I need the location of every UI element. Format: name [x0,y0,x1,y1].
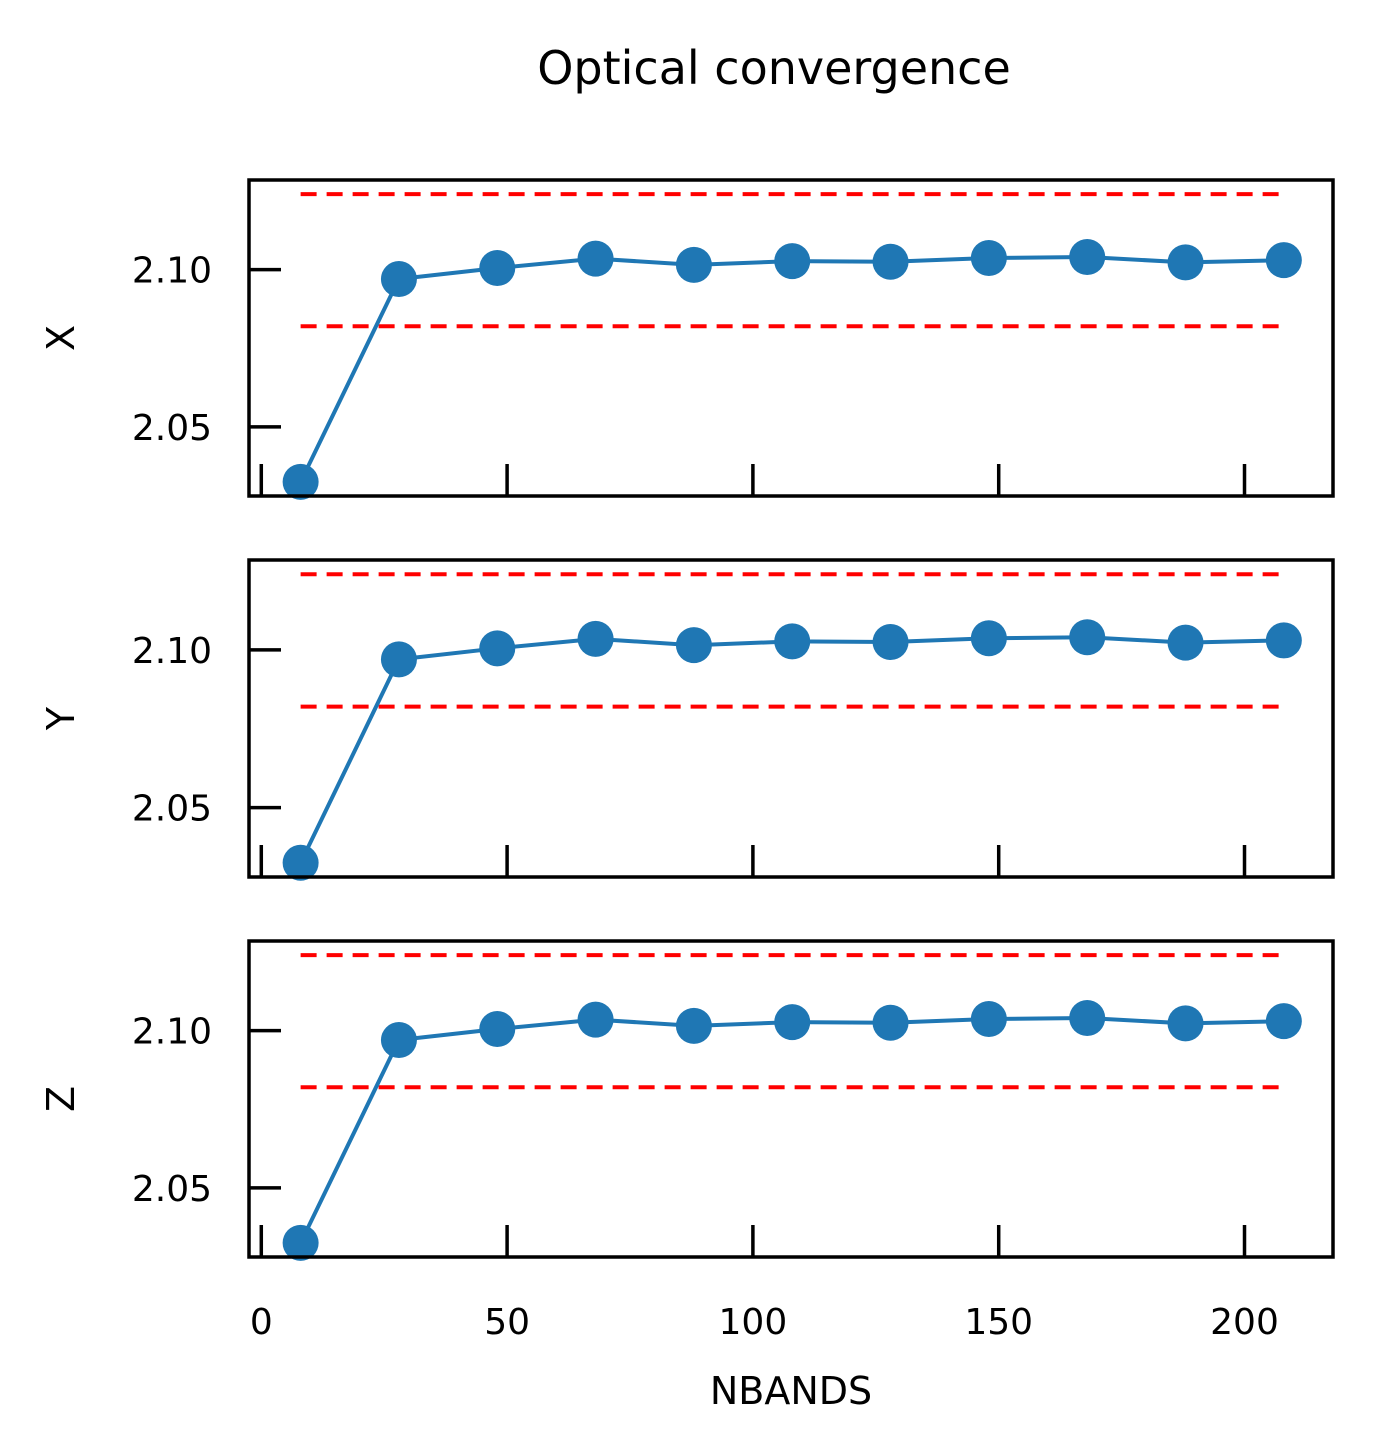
data-point [282,844,319,881]
data-point [479,630,516,667]
data-point [282,463,319,500]
y-axis-label: Y [39,706,83,731]
data-point [1265,1003,1302,1040]
y-tick-label: 2.10 [132,1012,212,1053]
x-tick-label: 100 [719,1302,788,1343]
axes-frame [247,178,1335,498]
x-tick-label: 0 [250,1302,273,1343]
data-point [577,1001,614,1038]
data-point [1265,242,1302,279]
data-point [1069,619,1106,656]
data-point [380,261,417,298]
data-point [1069,1000,1106,1037]
panel-z: 2.05 2.10 Z 0 50 100 150 200 [39,939,1335,1343]
data-point [1167,1005,1204,1042]
y-axis-label: X [39,325,83,351]
data-point [1265,622,1302,659]
data-point [872,624,909,661]
data-point [282,1224,319,1261]
x-tick-label: 200 [1210,1302,1279,1343]
series-line [298,254,1284,483]
data-point [970,1000,1007,1037]
data-point [1167,624,1204,661]
data-point [577,620,614,657]
chart-title: Optical convergence [537,41,1011,95]
series-line [298,635,1284,864]
y-tick-label: 2.05 [132,1169,212,1210]
series-line [298,1015,1284,1244]
y-axis-label: Z [39,1086,83,1112]
data-point [675,627,712,664]
data-point [675,246,712,283]
data-point [380,1022,417,1059]
data-point [1069,239,1106,276]
data-point [675,1007,712,1044]
x-axis-label: NBANDS [710,1369,872,1413]
data-point [577,240,614,277]
panel-x: 2.05 2.10 X [39,178,1335,500]
data-point [970,620,1007,657]
data-point [380,641,417,678]
x-tick-label: 50 [484,1302,530,1343]
data-point [479,250,516,287]
data-point [774,243,811,280]
y-tick-label: 2.10 [132,631,212,672]
data-point [774,1004,811,1041]
y-tick-label: 2.05 [132,789,212,830]
panels: 2.05 2.10 X 2.05 2.10 Y 2.05 2.10 Z 0 50 100 150 200 [39,178,1335,1343]
x-tick-label: 150 [964,1302,1033,1343]
axes-frame [247,558,1335,879]
data-point [872,1004,909,1041]
data-point [872,243,909,280]
y-tick-label: 2.10 [132,251,212,292]
panel-y: 2.05 2.10 Y [39,558,1335,881]
axes-frame [247,939,1335,1259]
data-point [1167,244,1204,281]
data-point [479,1011,516,1048]
data-point [774,623,811,660]
y-tick-label: 2.05 [132,408,212,449]
data-point [970,239,1007,276]
